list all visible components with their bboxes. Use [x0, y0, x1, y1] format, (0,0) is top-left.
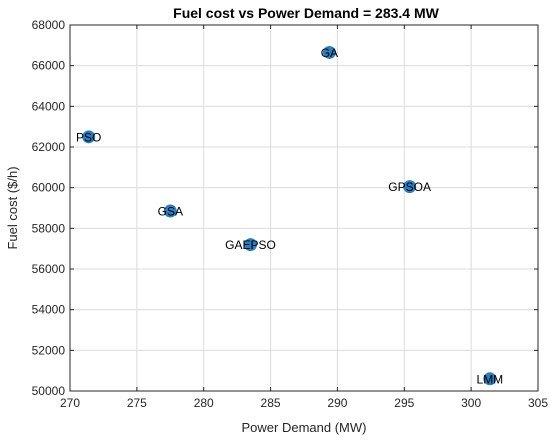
- y-tick-label: 68000: [32, 18, 66, 32]
- x-tick-label: 305: [528, 396, 548, 410]
- data-point-marker: [82, 130, 96, 144]
- y-tick-label: 52000: [32, 343, 66, 357]
- plot-frame: [69, 24, 539, 392]
- y-axis-ticks: 50000 52000 54000 56000 58000 60000 62000 64000…: [32, 18, 538, 398]
- x-axis-label: Power Demand (MW): [242, 420, 367, 435]
- chart-title: Fuel cost vs Power Demand = 283.4 MW: [173, 5, 439, 21]
- x-tick-label: 300: [461, 396, 481, 410]
- y-tick-label: 56000: [32, 262, 66, 276]
- data-point-label: PSO: [76, 130, 101, 144]
- data-point-label: GAEPSO: [225, 238, 276, 252]
- y-tick-label: 62000: [32, 140, 66, 154]
- y-tick-label: 64000: [32, 99, 66, 113]
- y-tick-label: 50000: [32, 384, 66, 398]
- x-tick-label: 290: [327, 396, 347, 410]
- x-axis-ticks: 270 275 280 285 290 295 300 305: [60, 25, 548, 410]
- y-tick-label: 60000: [32, 181, 66, 195]
- data-point-marker: [403, 180, 417, 194]
- x-tick-label: 280: [194, 396, 214, 410]
- y-tick-label: 58000: [32, 221, 66, 235]
- x-tick-label: 295: [394, 396, 414, 410]
- y-tick-label: 66000: [32, 59, 66, 73]
- data-point-marker: [322, 45, 336, 59]
- data-point-label: GSA: [158, 205, 183, 219]
- data-point-label: GA: [321, 46, 338, 60]
- y-axis-label: Fuel cost ($/h): [5, 166, 20, 249]
- y-tick-label: 54000: [32, 303, 66, 317]
- x-tick-label: 285: [261, 396, 281, 410]
- data-point-marker: [483, 372, 497, 386]
- data-points: PSO GSA GAEPSO GA GPSOA LMM: [76, 45, 504, 386]
- data-point-marker: [244, 238, 258, 252]
- x-tick-label: 270: [60, 396, 80, 410]
- x-tick-label: 275: [127, 396, 147, 410]
- data-point-label: LMM: [477, 372, 504, 386]
- data-point-marker: [163, 204, 177, 218]
- data-point-label: GPSOA: [388, 180, 431, 194]
